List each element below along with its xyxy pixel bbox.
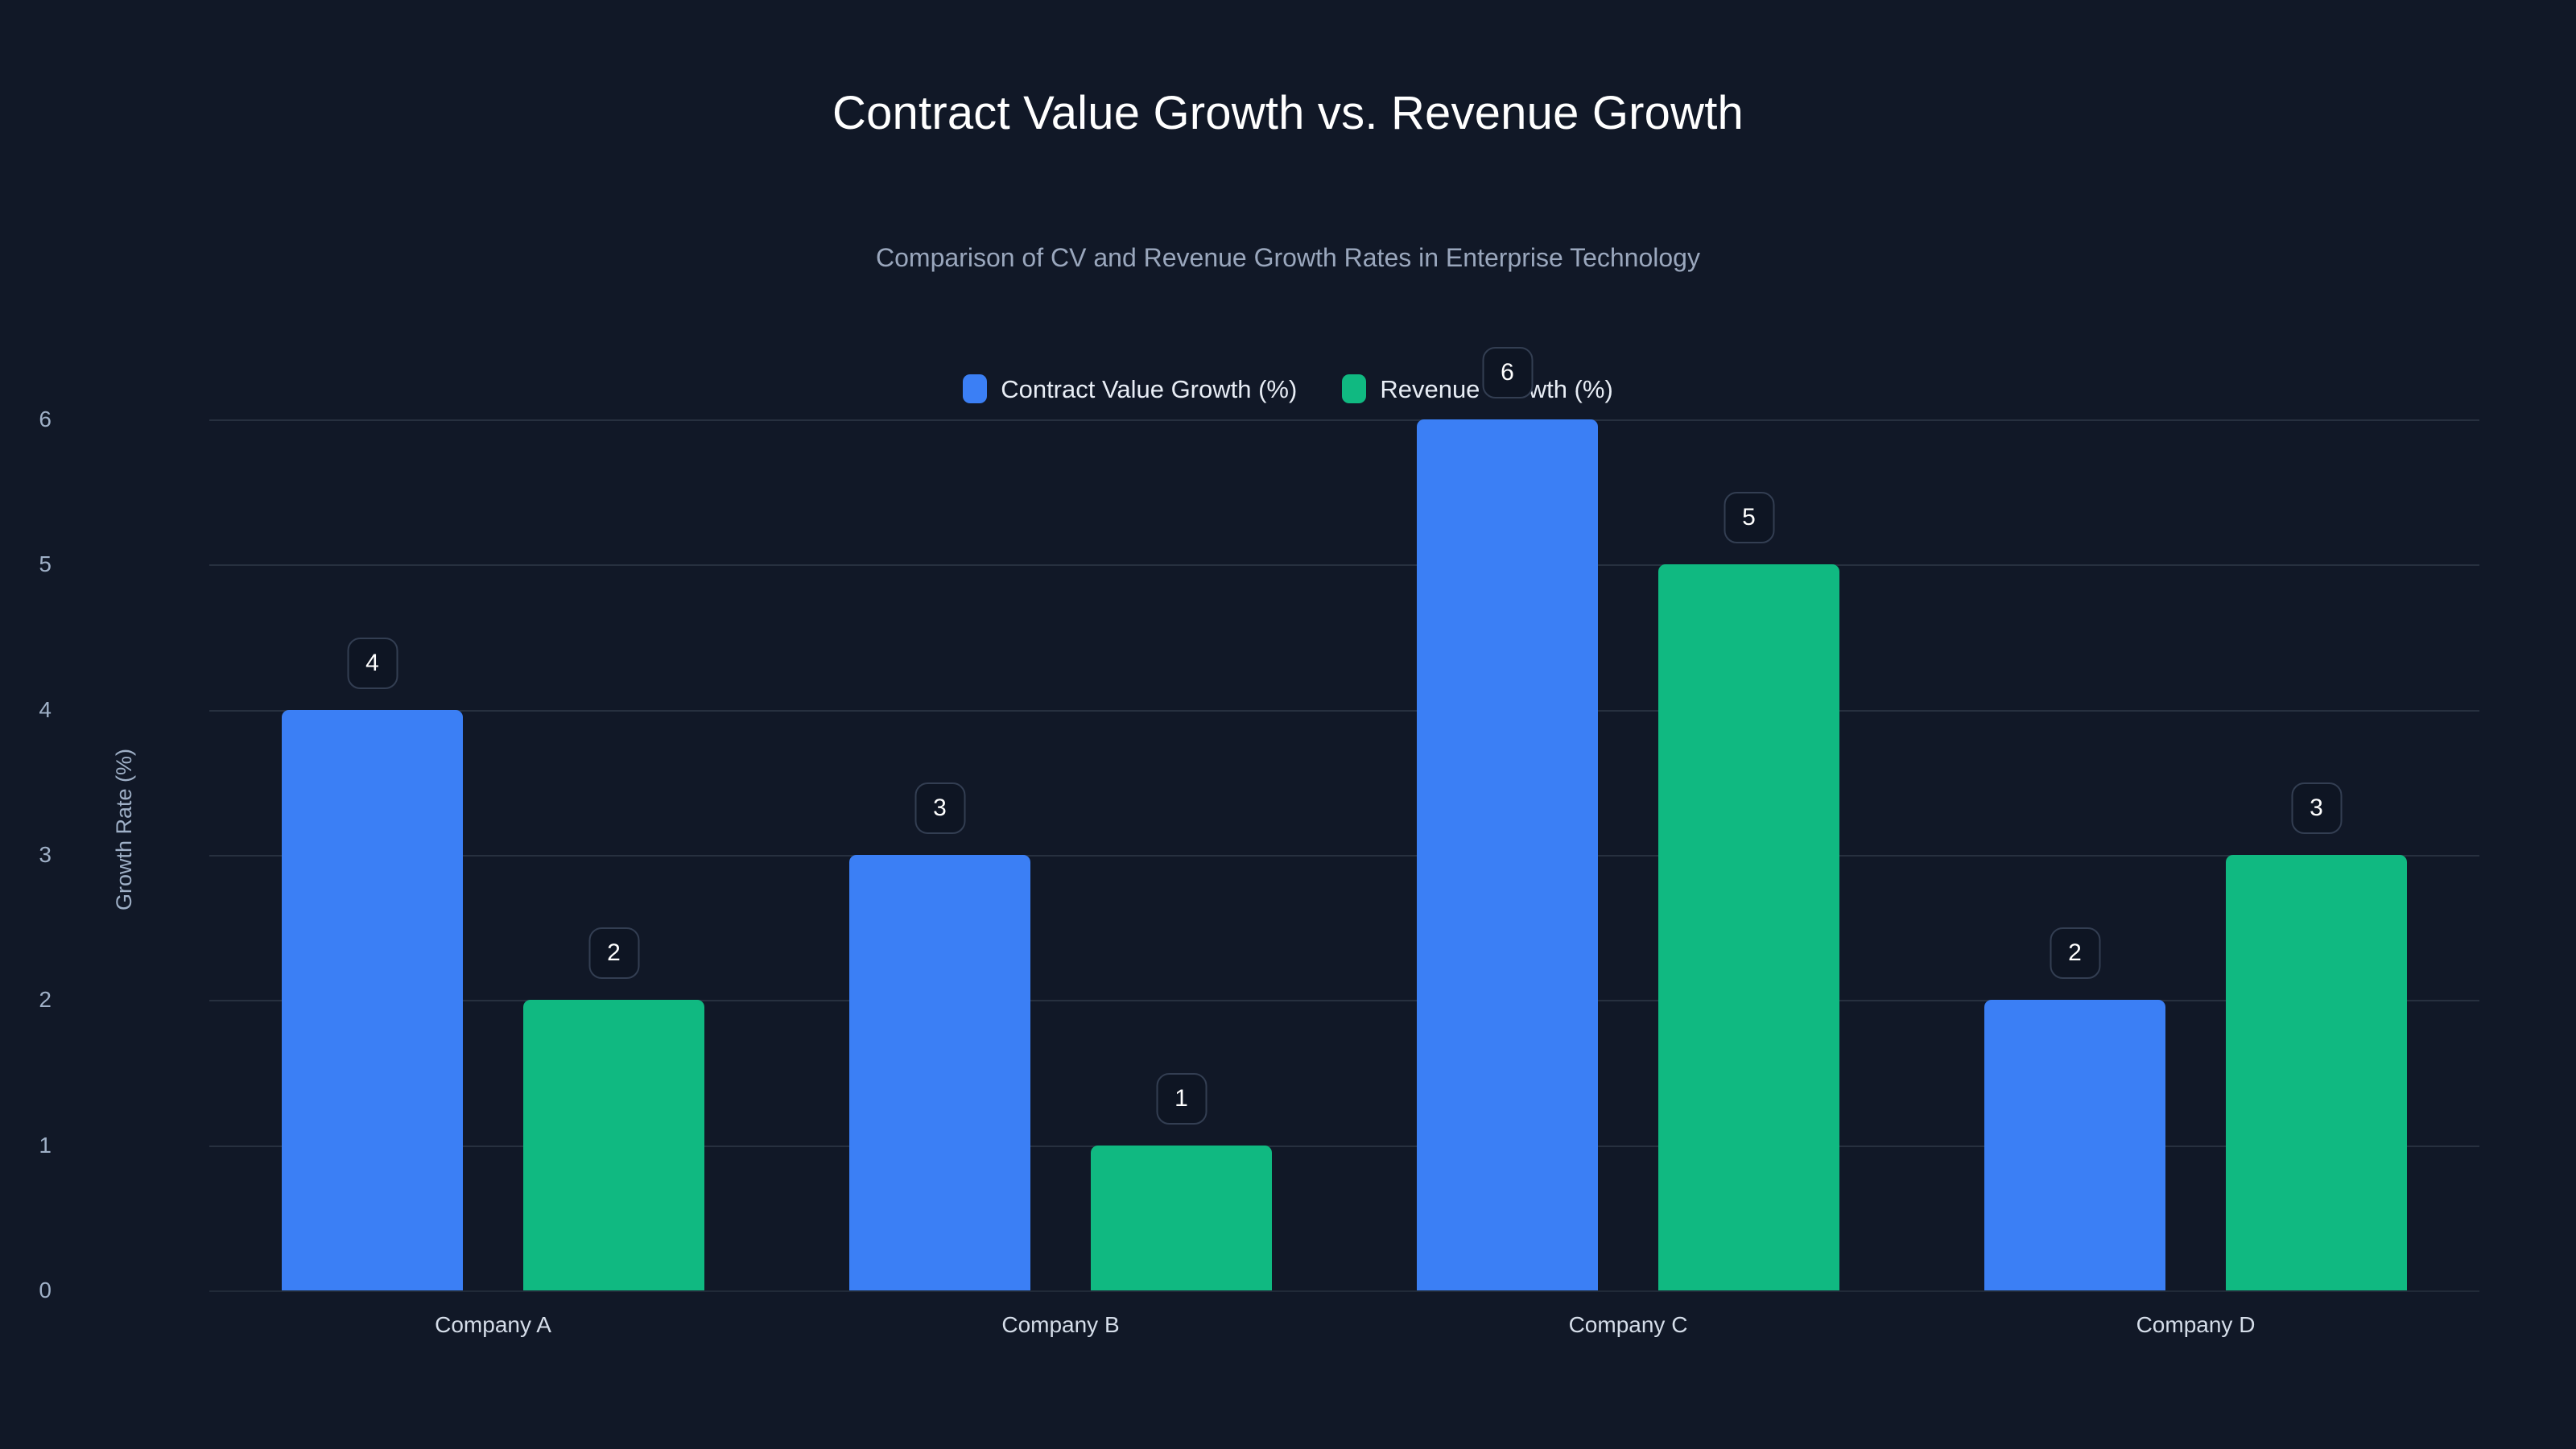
legend-swatch-icon: [1342, 374, 1367, 403]
gridline: [209, 1000, 2479, 1002]
y-axis-title-label: Growth Rate (%): [112, 748, 137, 910]
gridline: [209, 564, 2479, 567]
y-axis-tick-label: 4: [39, 696, 52, 722]
gridline: [209, 419, 2479, 421]
x-axis-tick-label: Company C: [1568, 1312, 1688, 1337]
bar-value-label: 6: [1482, 347, 1533, 398]
y-axis-tick-label: 0: [39, 1278, 52, 1302]
chart-subtitle: Comparison of CV and Revenue Growth Rate…: [876, 243, 1700, 272]
gridline: [209, 1145, 2479, 1147]
bar-company-d-revenue-growth[interactable]: [2226, 855, 2407, 1290]
chart-legend: Contract Value Growth (%) Revenue Growth …: [0, 371, 2576, 407]
legend-item-contract-value-growth[interactable]: Contract Value Growth (%): [963, 374, 1297, 403]
bar-value-label: 2: [2050, 927, 2100, 980]
bar-company-a-contract-value-growth[interactable]: [282, 709, 463, 1290]
gridline: [209, 1290, 2479, 1292]
y-axis-tick-label: 2: [39, 987, 52, 1013]
bar-company-b-contract-value-growth[interactable]: [849, 855, 1030, 1290]
bar-company-a-revenue-growth[interactable]: [523, 1000, 704, 1290]
legend-item-revenue-growth[interactable]: Revenue Growth (%): [1342, 374, 1613, 403]
x-axis-tick-label: Company B: [1001, 1312, 1120, 1337]
legend-swatch-icon: [963, 374, 988, 403]
y-axis-tick-label: 6: [39, 407, 52, 431]
y-axis-tick-label: 1: [39, 1132, 52, 1158]
bar-value-label: 2: [588, 927, 639, 980]
bar-company-d-contract-value-growth[interactable]: [1984, 1000, 2165, 1290]
bar-value-label: 3: [2291, 782, 2342, 834]
y-axis-title: Growth Rate (%): [97, 724, 153, 934]
y-axis-tick-label: 3: [39, 842, 52, 867]
chart-title: Contract Value Growth vs. Revenue Growth: [832, 87, 1744, 139]
gridline: [209, 855, 2479, 857]
bar-value-label: 1: [1156, 1072, 1207, 1125]
bar-value-label: 5: [1724, 492, 1774, 544]
x-axis-tick-label: Company A: [435, 1312, 551, 1337]
bar-company-c-revenue-growth[interactable]: [1658, 564, 1839, 1290]
bar-company-b-revenue-growth[interactable]: [1091, 1145, 1272, 1290]
bar-value-label: 3: [914, 782, 965, 834]
y-axis-tick-label: 5: [39, 551, 52, 577]
x-axis-tick-label: Company D: [2136, 1312, 2256, 1337]
plot-area: 6 5 4 3 2 1 0: [39, 408, 2479, 1302]
gridline: [209, 709, 2479, 712]
legend-item-label: Contract Value Growth (%): [1001, 374, 1298, 403]
bar-company-c-contract-value-growth[interactable]: [1417, 419, 1598, 1290]
bar-value-label: 4: [347, 637, 398, 689]
